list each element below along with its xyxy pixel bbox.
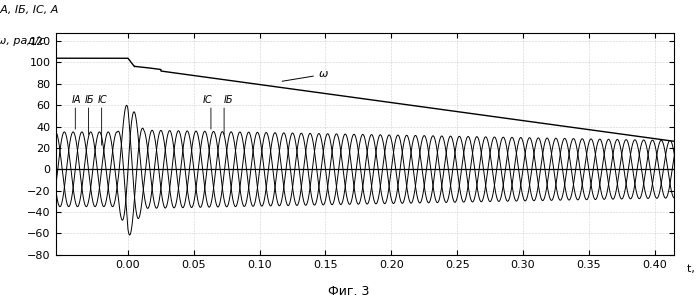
Text: IС: IС (203, 95, 213, 105)
X-axis label: t, с: t, с (688, 264, 698, 274)
Text: IБ: IБ (224, 95, 234, 105)
Text: ω: ω (282, 69, 328, 81)
Text: Фиг. 3: Фиг. 3 (328, 285, 370, 298)
Text: IА: IА (71, 95, 81, 105)
Text: IБ: IБ (84, 95, 94, 105)
Text: IА, IБ, IС, A: IА, IБ, IС, A (0, 5, 58, 15)
Text: IС: IС (98, 95, 107, 105)
Text: ω, рад/с: ω, рад/с (0, 36, 45, 46)
